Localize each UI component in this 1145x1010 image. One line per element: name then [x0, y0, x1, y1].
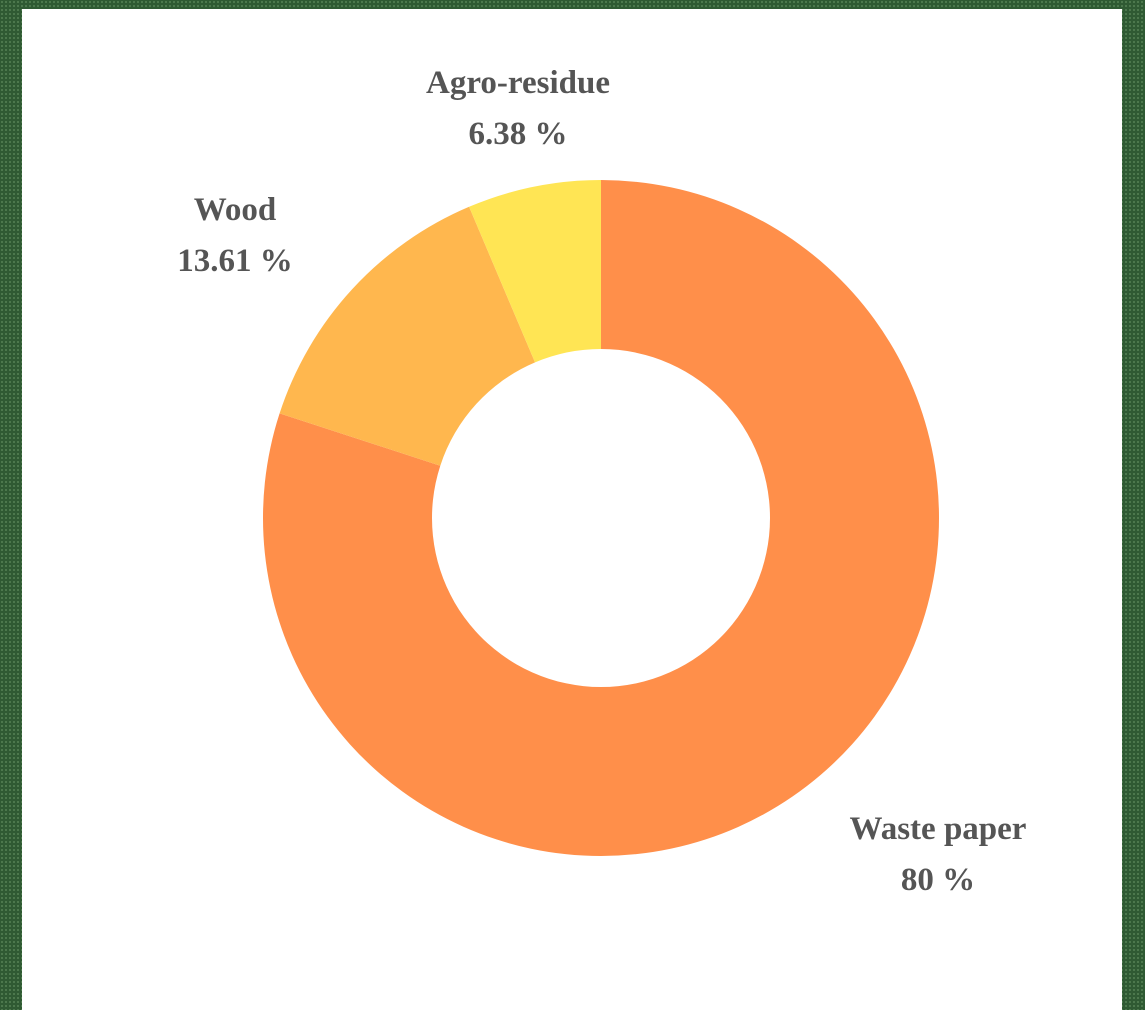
donut-chart: Waste paper 80 % Wood 13.61 % Agro-resid… [177, 65, 1027, 898]
slice-agro-residue [469, 180, 601, 363]
slice-waste-paper [263, 180, 940, 856]
slice-wood [279, 206, 536, 466]
donut-slices [263, 180, 940, 856]
chart-panel: Waste paper 80 % Wood 13.61 % Agro-resid… [22, 9, 1122, 1010]
slice-label-agro-residue-value: 6.38 % [469, 116, 568, 152]
slice-label-wood-value: 13.61 % [177, 243, 293, 279]
slice-label-wood-name: Wood [194, 192, 277, 228]
slice-label-waste-paper-value: 80 % [901, 862, 975, 898]
slice-label-waste-paper-name: Waste paper [850, 811, 1027, 847]
slice-label-agro-residue-name: Agro-residue [426, 65, 610, 101]
